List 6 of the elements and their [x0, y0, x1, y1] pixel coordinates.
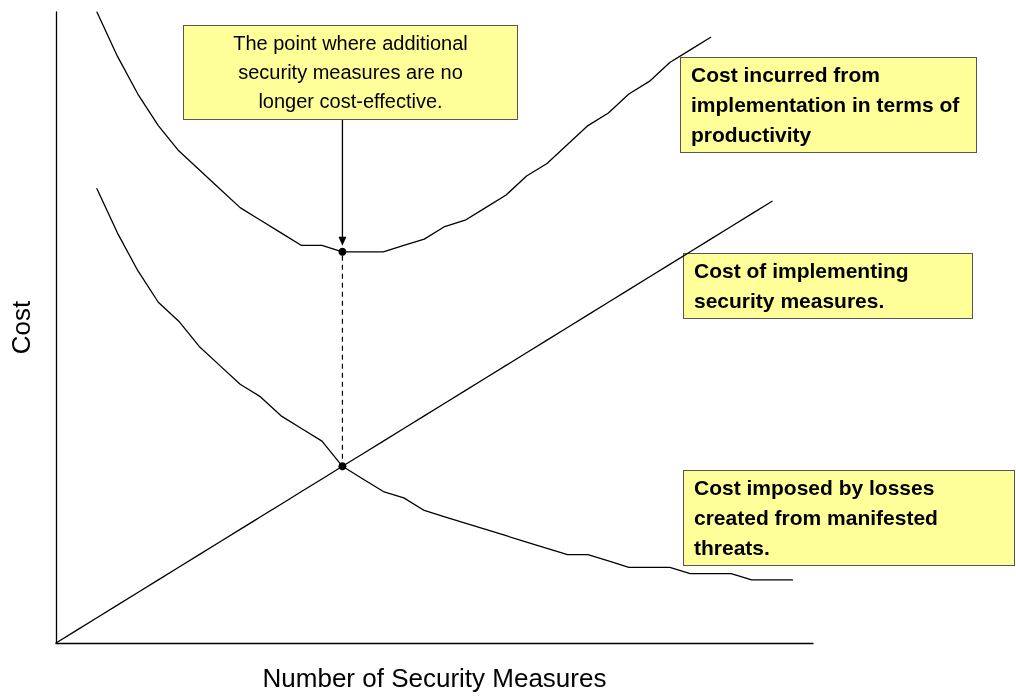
label-box: Cost imposed by losses created from manifested threats.: [683, 470, 1015, 566]
label-box: Cost incurred from implementation in terms of productivity: [680, 57, 977, 153]
y-axis-title: Cost: [6, 300, 36, 355]
callout-box: The point where additional security measures are no longer cost-effective.: [183, 25, 518, 120]
label-box: Cost of implementing security measures.: [683, 253, 973, 319]
x-axis-title: Number of Security Measures: [262, 663, 607, 693]
